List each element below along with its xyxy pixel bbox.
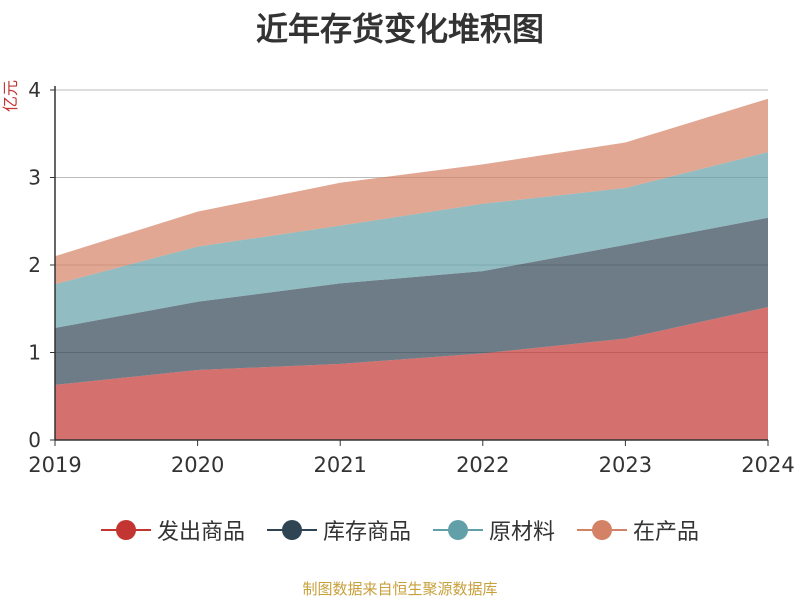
area-series-4 [55, 98, 768, 285]
x-tick-label: 2022 [456, 453, 509, 477]
legend-label: 在产品 [633, 520, 700, 545]
data-source-note: 制图数据来自恒生聚源数据库 [302, 580, 498, 598]
legend-marker [266, 520, 317, 540]
y-tick-label: 0 [28, 428, 41, 452]
legend-label: 库存商品 [322, 520, 411, 545]
area-series-2 [55, 217, 768, 385]
legend-marker [433, 520, 483, 540]
legend-label: 原材料 [489, 520, 556, 545]
legend-marker [100, 520, 151, 540]
y-tick-label: 1 [28, 341, 41, 365]
x-tick-label: 2023 [599, 453, 652, 477]
x-tick-label: 2019 [28, 453, 81, 477]
legend-item[interactable]: 原材料 [433, 514, 555, 546]
x-tick-label: 2024 [741, 453, 794, 477]
y-tick-label: 4 [28, 78, 41, 102]
y-tick-label: 2 [28, 253, 41, 277]
legend-item[interactable]: 库存商品 [266, 514, 411, 546]
area-series-1 [55, 307, 768, 440]
y-tick-label: 3 [28, 166, 41, 190]
x-tick-label: 2020 [171, 453, 224, 477]
chart-legend[interactable]: 发出商品 库存商品 原材料 在产品 [0, 514, 800, 546]
y-axis-label: 亿元 [1, 79, 20, 112]
legend-item[interactable]: 发出商品 [100, 514, 245, 546]
legend-item[interactable]: 在产品 [577, 514, 699, 546]
stacked-area-chart: 0 1 2 3 4 2019 2020 2021 2022 2023 2024 [28, 78, 794, 477]
x-tick-label: 2021 [313, 453, 366, 477]
legend-marker [577, 520, 628, 540]
legend-label: 发出商品 [156, 520, 245, 545]
chart-title: 近年存货变化堆积图 [255, 10, 544, 48]
area-series-3 [55, 152, 768, 328]
